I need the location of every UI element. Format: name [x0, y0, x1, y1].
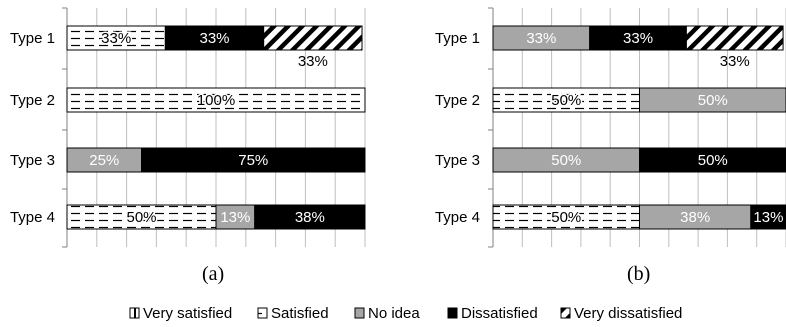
legend-item-no-idea: No idea: [354, 305, 420, 322]
chart-a: Type 1 33% 33% 33% Type 2 100% Type 3 25% 75% Typ…: [10, 7, 366, 248]
bar-segment-satisfied: [66, 87, 366, 113]
data-label: 33%: [526, 30, 556, 47]
caption-a: (a): [202, 263, 225, 285]
legend-item-dissatisfied: Dissatisfied: [447, 305, 538, 322]
bar-segment-very-dissatisfied: [263, 25, 363, 51]
bar-segment-no-idea: [492, 147, 640, 173]
category-label: Type 2: [10, 92, 55, 109]
bar-segment-very-dissatisfied: [685, 25, 784, 51]
category-label: Type 3: [435, 152, 480, 169]
legend-swatch: [129, 307, 140, 319]
legend-swatch: [447, 307, 458, 319]
data-label: 33%: [101, 30, 131, 47]
legend-label: Satisfied: [271, 305, 329, 322]
data-label: 50%: [698, 152, 728, 169]
bar-segment-no-idea: [639, 204, 752, 230]
data-label: 38%: [680, 209, 710, 226]
data-label: 33%: [298, 53, 328, 70]
legend-item-very-satisfied: Very satisfied: [129, 305, 232, 322]
legend-swatch: [354, 307, 365, 319]
bar-segment-satisfied: [66, 204, 217, 230]
legend-swatch: [560, 307, 571, 319]
legend-label: Dissatisfied: [461, 305, 538, 322]
category-label: Type 4: [10, 209, 55, 226]
bar-segment-dissatisfied: [750, 204, 786, 230]
bar-segment-dissatisfied: [589, 25, 687, 51]
data-label: 75%: [238, 152, 268, 169]
figure: Type 1 33% 33% 33% Type 2 100% Type 3 25% 75% Typ…: [10, 7, 786, 248]
data-label: 50%: [551, 92, 581, 109]
legend-item-very-dissatisfied: Very dissatisfied: [560, 305, 682, 322]
data-label: 33%: [623, 30, 653, 47]
data-label: 50%: [551, 152, 581, 169]
data-label: 50%: [126, 209, 156, 226]
bar-segment-satisfied: [492, 87, 640, 113]
data-label: 50%: [698, 92, 728, 109]
legend-swatch: [257, 307, 268, 319]
bar-segment-dissatisfied: [639, 147, 786, 173]
category-label: Type 4: [435, 209, 480, 226]
data-label: 13%: [753, 209, 783, 226]
bar-segment-no-idea: [639, 87, 786, 113]
category-label: Type 1: [10, 30, 55, 47]
legend-item-satisfied: Satisfied: [257, 305, 329, 322]
data-label: 33%: [199, 30, 229, 47]
data-label: 33%: [720, 53, 750, 70]
data-label: 100%: [197, 92, 235, 109]
data-label: 50%: [551, 209, 581, 226]
caption-b: (b): [627, 263, 651, 285]
legend-label: Very dissatisfied: [574, 305, 682, 322]
bar-segment-no-idea: [215, 204, 256, 230]
category-label: Type 1: [435, 30, 480, 47]
bar-segment-satisfied: [66, 25, 166, 51]
category-label: Type 3: [10, 152, 55, 169]
data-label: 38%: [295, 209, 325, 226]
legend-label: No idea: [368, 305, 420, 322]
data-label: 13%: [220, 209, 250, 226]
bar-segment-dissatisfied: [141, 147, 366, 173]
legend: Very satisfied Satisfied No idea Dissatisfi…: [129, 305, 682, 322]
legend-label: Very satisfied: [143, 305, 232, 322]
chart-b: Type 1 33% 33% 33% Type 2 50% 50% Type 3 50% 50% T…: [435, 7, 786, 248]
bar-segment-dissatisfied: [254, 204, 366, 230]
category-label: Type 2: [435, 92, 480, 109]
data-label: 25%: [89, 152, 119, 169]
bar-segment-satisfied: [492, 204, 640, 230]
